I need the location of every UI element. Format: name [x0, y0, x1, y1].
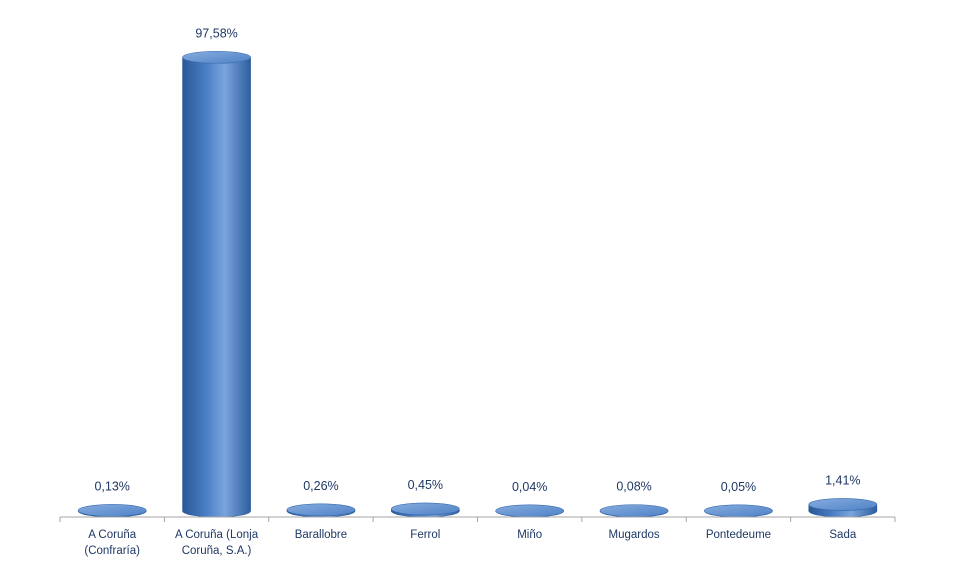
- data-label: 0,08%: [616, 480, 651, 494]
- bar-top: [808, 498, 878, 511]
- bar: [391, 502, 460, 518]
- data-label: 0,26%: [303, 479, 338, 493]
- bar-body: [182, 57, 251, 518]
- data-label: 1,41%: [825, 473, 860, 487]
- category-label: A Coruña (Lonja Coruña, S.A.): [175, 529, 259, 557]
- category-label: Sada: [829, 529, 856, 541]
- data-label: 0,04%: [512, 480, 547, 494]
- bar-top: [182, 50, 251, 64]
- category-label: Pontedeume: [706, 529, 771, 541]
- bars-layer: [77, 50, 878, 518]
- bar: [599, 504, 669, 518]
- category-label: Miño: [517, 529, 542, 541]
- category-label: A Coruña (Confraría): [84, 529, 140, 557]
- bar: [704, 504, 773, 518]
- bar: [808, 498, 878, 518]
- data-label: 97,58%: [195, 26, 237, 40]
- bar: [495, 504, 564, 518]
- x-axis: [59, 516, 896, 522]
- bar-top: [391, 502, 460, 516]
- bar-top: [77, 504, 147, 517]
- data-label: 0,13%: [94, 479, 129, 493]
- data-label: 0,05%: [721, 480, 756, 494]
- bar-top: [495, 504, 564, 518]
- category-label: Ferrol: [410, 529, 440, 541]
- bar: [182, 50, 251, 518]
- bar: [77, 504, 147, 518]
- bar: [286, 503, 356, 518]
- bar-top: [704, 504, 773, 518]
- category-label: Barallobre: [295, 529, 347, 541]
- data-label: 0,45%: [408, 478, 443, 492]
- data-labels: 0,13% 97,58% 0,26% 0,45% 0,04% 0,08% 0,05% 1,41…: [94, 26, 860, 494]
- category-labels: A Coruña (Confraría) A Coruña (Lonja Coruña…: [84, 529, 856, 557]
- bar-top: [286, 503, 356, 517]
- category-label: Mugardos: [608, 529, 659, 541]
- bar-top: [599, 504, 669, 517]
